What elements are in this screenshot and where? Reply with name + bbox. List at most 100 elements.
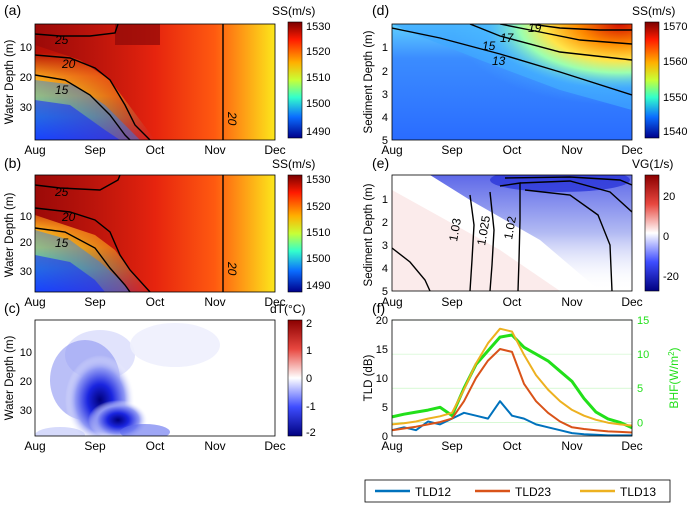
svg-text:Aug: Aug xyxy=(381,143,402,157)
svg-text:4: 4 xyxy=(382,112,388,124)
panel-label-a: (a) xyxy=(4,2,21,18)
legend-label-tld12: TLD12 xyxy=(415,485,451,499)
heatmap-e xyxy=(392,175,632,291)
series-line-tld12 xyxy=(391,400,632,437)
svg-text:1540: 1540 xyxy=(663,126,687,138)
y-axis-label-right-f: BHF(W/m2) xyxy=(667,347,681,408)
svg-text:1560: 1560 xyxy=(663,56,687,68)
colorbar-title-b: SS(m/s) xyxy=(272,157,315,171)
svg-text:Oct: Oct xyxy=(146,295,165,309)
colorbar-title-a: SS(m/s) xyxy=(272,4,315,18)
svg-text:1550: 1550 xyxy=(663,92,687,104)
y-tick-label-right: 15 xyxy=(637,315,649,327)
y-axis-label-a: Water Depth (m) xyxy=(4,40,16,125)
colorbar-title-c: dT(°C) xyxy=(270,302,305,316)
svg-text:Nov: Nov xyxy=(561,295,582,309)
svg-text:30: 30 xyxy=(20,266,32,278)
y-ticks-e: 1 2 3 4 5 xyxy=(382,194,388,298)
svg-text:5: 5 xyxy=(382,286,388,298)
svg-text:20: 20 xyxy=(20,376,32,388)
svg-text:-2: -2 xyxy=(306,427,316,439)
axes-box-c xyxy=(34,319,276,437)
svg-text:Sep: Sep xyxy=(84,439,106,453)
svg-text:4: 4 xyxy=(382,263,388,275)
contour-label: 25 xyxy=(54,185,69,199)
svg-text:Aug: Aug xyxy=(381,439,402,453)
svg-text:Oct: Oct xyxy=(503,439,522,453)
contour-label: 20 xyxy=(225,111,239,126)
y-ticks-right-f: 0 5 10 15 xyxy=(637,315,649,429)
y-ticks-a: 10 20 30 xyxy=(20,42,32,114)
colorbar-title-e: VG(1/s) xyxy=(632,157,673,171)
svg-text:Aug: Aug xyxy=(24,439,45,453)
y-tick-label-right: 10 xyxy=(637,349,649,361)
svg-text:Oct: Oct xyxy=(503,295,522,309)
contour-label: 19 xyxy=(528,21,542,35)
contour-label: 1.02 xyxy=(501,215,519,241)
legend-f: TLD12 TLD23 TLD13 xyxy=(364,479,671,503)
heatmap-b xyxy=(35,175,275,292)
contour-label: 13 xyxy=(492,54,506,68)
axes-box-a xyxy=(34,23,276,141)
svg-text:Aug: Aug xyxy=(24,295,45,309)
contour-labels-a: 25 20 15 20 xyxy=(54,33,239,126)
svg-text:5: 5 xyxy=(382,135,388,147)
svg-text:20: 20 xyxy=(663,191,675,203)
svg-text:1490: 1490 xyxy=(306,280,330,292)
y-tick-label-left: 10 xyxy=(376,373,388,385)
x-ticks-d: Aug Sep Oct Nov Dec xyxy=(381,143,642,157)
svg-text:Oct: Oct xyxy=(146,143,165,157)
contour-labels-e: 1.03 1.025 1.02 xyxy=(446,214,519,246)
y-axis-label-left-f: TLD (dB) xyxy=(363,355,375,402)
svg-text:1500: 1500 xyxy=(306,98,330,110)
svg-text:1530: 1530 xyxy=(306,174,330,186)
svg-text:1490: 1490 xyxy=(306,126,330,138)
y-axis-label-b: Water Depth (m) xyxy=(4,193,16,278)
panel-b: (b) 25 20 15 20 10 20 30 Water Depth (m) A… xyxy=(4,155,330,309)
axes-box-e xyxy=(391,174,633,292)
svg-text:Sep: Sep xyxy=(84,143,106,157)
contour-label: 15 xyxy=(55,236,69,250)
svg-text:1: 1 xyxy=(306,345,312,357)
x-ticks-e: Aug Sep Oct Nov Dec xyxy=(381,295,642,309)
colorbar-a: SS(m/s) 1530 1520 1510 1500 1490 xyxy=(272,4,330,139)
svg-text:0: 0 xyxy=(663,231,669,243)
svg-text:Oct: Oct xyxy=(146,439,165,453)
heatmap-a xyxy=(35,24,275,140)
svg-text:Dec: Dec xyxy=(264,295,285,309)
svg-text:30: 30 xyxy=(20,405,32,417)
y-axis-label-c: Water Depth (m) xyxy=(4,336,16,421)
svg-text:Nov: Nov xyxy=(204,439,225,453)
svg-text:20: 20 xyxy=(20,72,32,84)
panel-e: (e) 1.03 1.025 1.02 1 2 3 4 5 Sediment Depth… xyxy=(363,155,679,309)
x-ticks-c: Aug Sep Oct Nov Dec xyxy=(24,439,285,453)
svg-text:Nov: Nov xyxy=(561,439,582,453)
svg-text:1: 1 xyxy=(382,42,388,54)
contour-label: 17 xyxy=(500,31,515,45)
panel-d: (d) 19 17 15 13 1 2 3 4 5 Sediment Depth (m)… xyxy=(363,2,687,157)
y-tick-label-left: 5 xyxy=(382,402,388,414)
svg-text:20: 20 xyxy=(20,237,32,249)
axes-box-f xyxy=(391,319,633,437)
legend-label-tld23: TLD23 xyxy=(515,485,551,499)
y-tick-label-right: 5 xyxy=(637,383,643,395)
svg-text:Nov: Nov xyxy=(561,143,582,157)
x-ticks-f: Aug Sep Oct Nov Dec xyxy=(381,439,642,453)
series-lines-f xyxy=(391,327,633,437)
colorbar-b: SS(m/s) 1530 1520 1510 1500 1490 xyxy=(272,157,330,293)
contour-label: 25 xyxy=(54,33,69,47)
panel-a: (a) 25 20 15 20 10 20 30 Water Depth (m) A… xyxy=(4,2,330,157)
panel-label-c: (c) xyxy=(4,300,20,316)
axes-box-d xyxy=(391,23,633,141)
axes-box-b xyxy=(34,174,276,293)
svg-text:Dec: Dec xyxy=(264,143,285,157)
svg-text:1510: 1510 xyxy=(306,72,330,84)
svg-text:Sep: Sep xyxy=(441,143,463,157)
svg-text:-20: -20 xyxy=(663,271,679,283)
contour-labels-b: 25 20 15 20 xyxy=(54,185,239,276)
series-line-tld13 xyxy=(391,327,633,427)
svg-text:1500: 1500 xyxy=(306,253,330,265)
colorbar-e: VG(1/s) 20 0 -20 xyxy=(632,157,679,292)
contour-label: 20 xyxy=(61,57,76,71)
